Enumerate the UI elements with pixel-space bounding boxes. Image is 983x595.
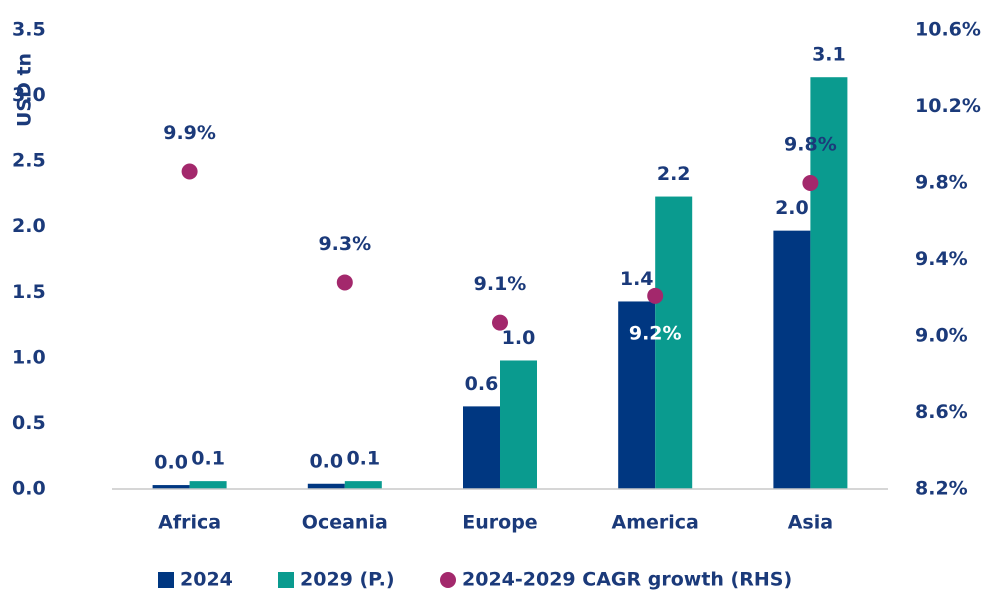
y-axis-title: USD tn — [14, 53, 36, 127]
bar — [344, 481, 382, 489]
legend-label: 2024-2029 CAGR growth (RHS) — [462, 569, 792, 591]
data-label: 9.9% — [163, 122, 216, 144]
y-tick-label: 3.5 — [12, 19, 46, 41]
bar — [500, 360, 537, 489]
legend-swatch — [158, 572, 174, 588]
y2-tick-label: 10.6% — [915, 19, 981, 41]
bar — [618, 301, 656, 489]
data-label: 2.0 — [775, 197, 809, 219]
bar — [773, 230, 811, 490]
legend-swatch — [278, 572, 294, 588]
bar — [189, 481, 227, 489]
bar — [307, 483, 345, 489]
y-tick-label: 0.0 — [12, 478, 46, 500]
data-label: 0.1 — [191, 448, 225, 470]
x-tick-label: Europe — [462, 512, 537, 534]
data-label: 0.0 — [309, 450, 343, 472]
legend-swatch — [440, 572, 456, 588]
x-tick-label: America — [612, 512, 699, 534]
data-label: 3.1 — [812, 44, 846, 66]
y-tick-label: 0.5 — [12, 412, 46, 434]
bar — [152, 485, 190, 489]
data-label: 9.3% — [318, 233, 371, 255]
x-tick-label: Africa — [158, 512, 221, 534]
y2-tick-label: 9.8% — [915, 172, 968, 194]
legend-label: 2029 (P.) — [300, 569, 395, 591]
data-label: 2.2 — [657, 163, 691, 185]
dot — [336, 274, 353, 291]
dot — [492, 314, 508, 331]
y-tick-label: 2.0 — [12, 215, 46, 237]
data-label: 9.2% — [629, 322, 682, 344]
x-tick-label: Oceania — [302, 512, 388, 534]
data-label: 1.0 — [502, 327, 536, 349]
data-label: 0.1 — [346, 448, 380, 470]
bar — [810, 77, 848, 489]
y2-tick-label: 10.2% — [915, 95, 981, 117]
legend-label: 2024 — [180, 569, 233, 591]
dot — [647, 287, 664, 304]
y2-tick-label: 8.2% — [915, 478, 968, 500]
y-tick-label: 3.0 — [12, 84, 46, 106]
dot — [802, 175, 819, 191]
y2-tick-label: 8.6% — [915, 401, 968, 423]
dot — [181, 163, 198, 180]
data-label: 9.8% — [784, 134, 837, 156]
data-label: 0.0 — [154, 452, 188, 474]
y-tick-label: 1.5 — [12, 281, 46, 303]
data-label: 0.6 — [465, 373, 499, 395]
y2-tick-label: 9.0% — [915, 325, 968, 347]
bar — [655, 196, 693, 489]
y2-tick-label: 9.4% — [915, 248, 968, 270]
data-label: 1.4 — [620, 268, 654, 290]
data-label: 9.1% — [474, 273, 527, 295]
y-tick-label: 2.5 — [12, 150, 46, 172]
bar — [463, 406, 500, 489]
y-tick-label: 1.0 — [12, 346, 46, 368]
x-tick-label: Asia — [788, 512, 833, 534]
